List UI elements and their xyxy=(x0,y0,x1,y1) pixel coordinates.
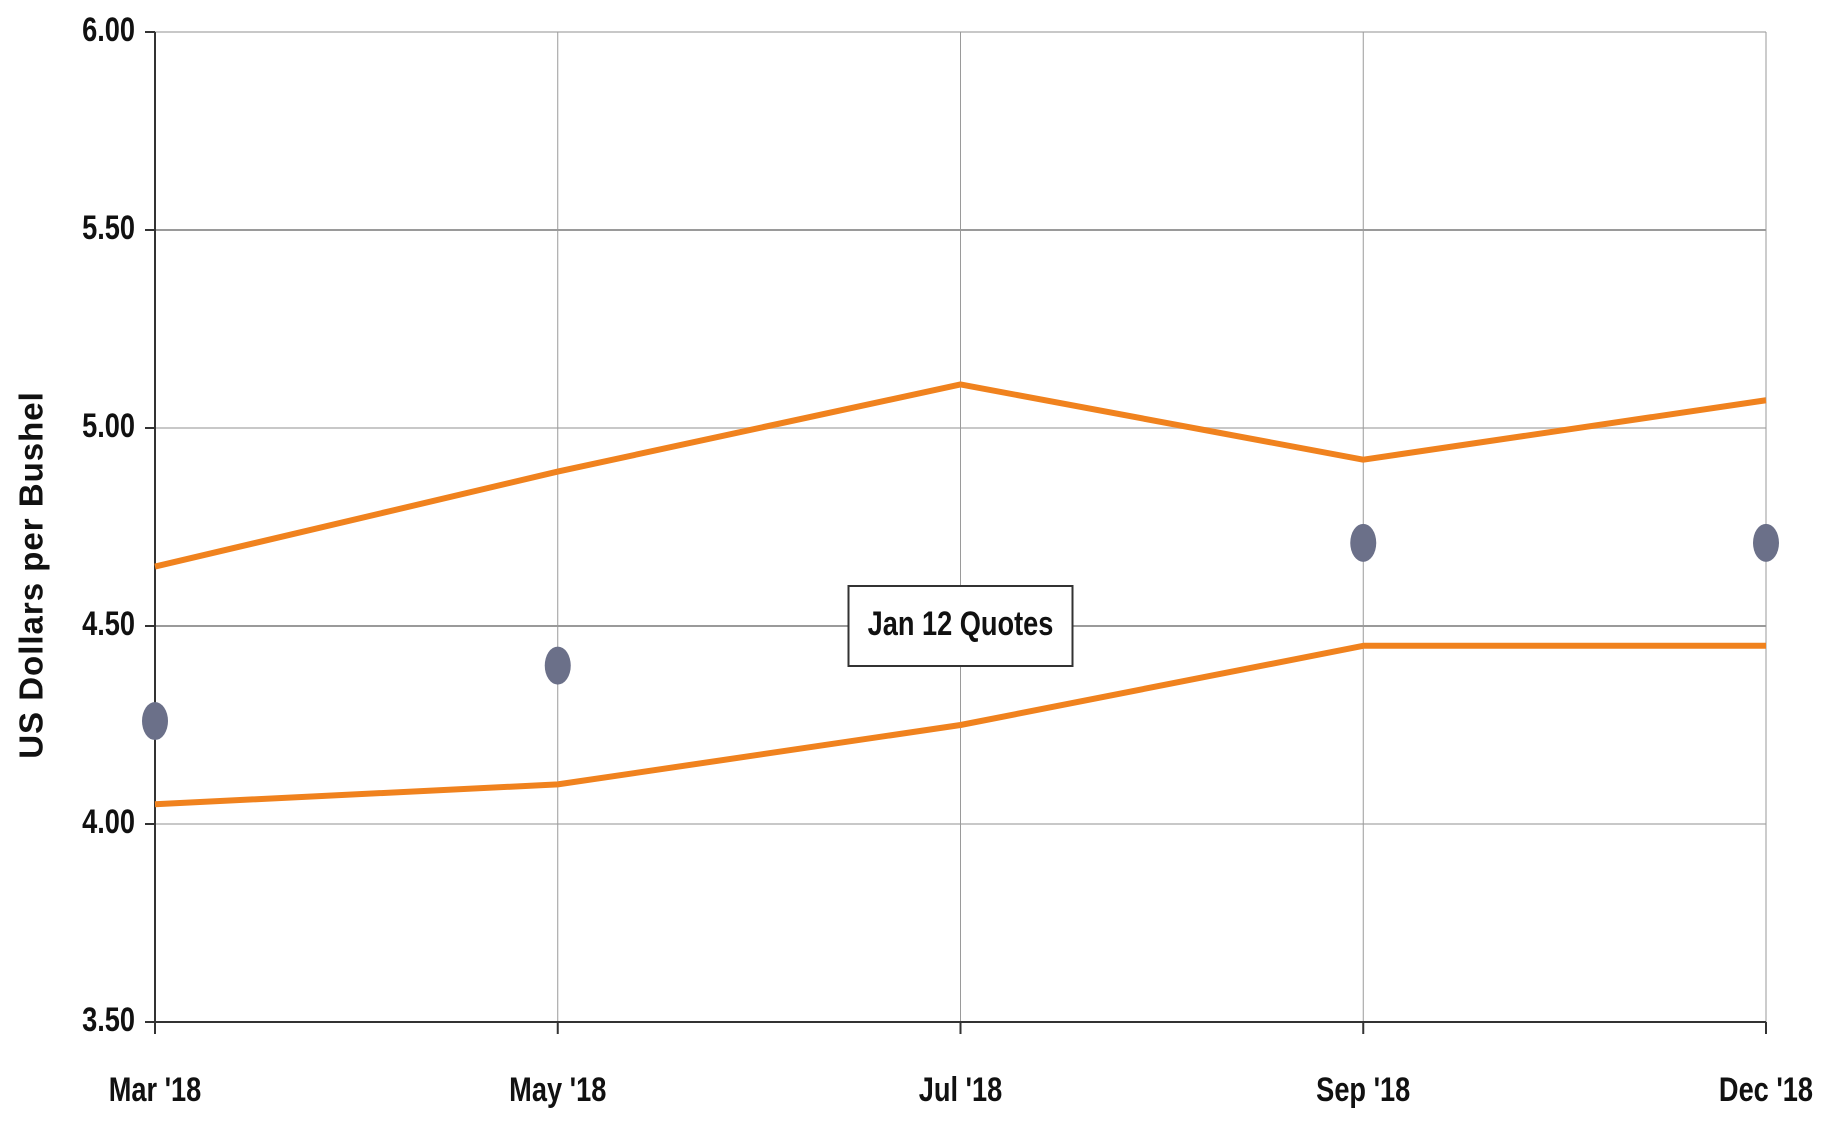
x-tick-label: Sep '18 xyxy=(1316,1070,1410,1109)
x-tick-label: May '18 xyxy=(509,1070,606,1109)
annotation: Jan 12 Quotes xyxy=(868,604,1054,643)
y-tick-label: 5.00 xyxy=(82,406,135,445)
x-tick-label: Dec '18 xyxy=(1719,1070,1813,1109)
marker xyxy=(142,702,168,741)
x-tick-label: Jul '18 xyxy=(919,1070,1003,1109)
y-tick-label: 4.00 xyxy=(82,802,135,841)
line-series xyxy=(154,642,1766,808)
y-tick-label: 4.50 xyxy=(82,604,135,643)
line-series xyxy=(154,381,1767,570)
marker xyxy=(544,646,571,685)
y-axis-label: US Dollars per Bushel xyxy=(13,391,50,759)
y-tick-label: 5.50 xyxy=(82,208,135,247)
marker xyxy=(1753,523,1779,562)
annotation-box xyxy=(847,585,1074,667)
y-tick-label: 6.00 xyxy=(82,10,135,49)
y-tick-label: 3.50 xyxy=(82,1000,135,1039)
marker xyxy=(1350,523,1377,562)
x-tick-label: Mar '18 xyxy=(109,1070,202,1109)
